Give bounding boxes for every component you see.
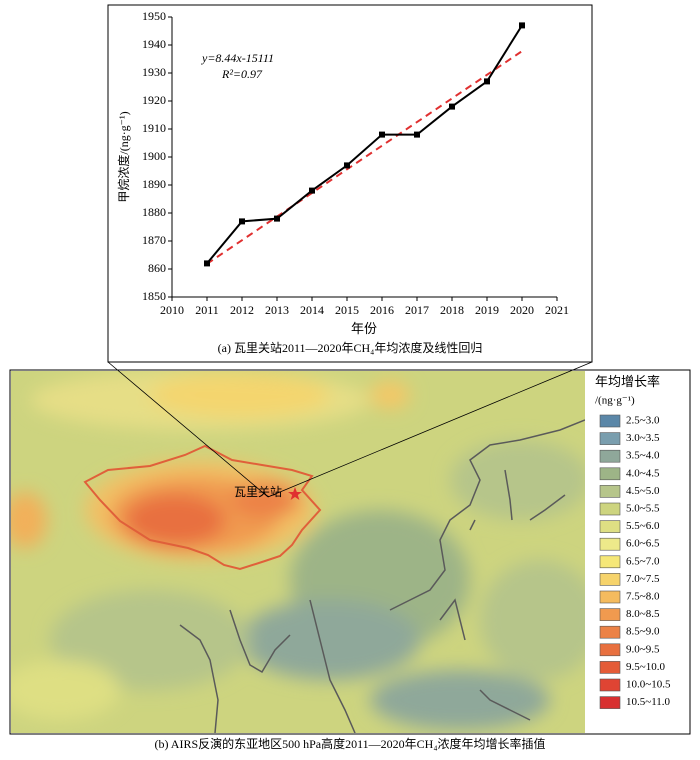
legend-swatch [599,520,621,533]
legend-swatch [599,502,621,516]
legend-label: 8.5~9.0 [626,626,660,638]
data-point [309,187,315,194]
y-tick-label: 1920 [142,93,166,107]
x-tick-label: 2016 [370,303,394,317]
legend-unit: /(ng·g⁻¹) [595,395,635,407]
connector [267,361,593,498]
r2-label: R²=0.97 [221,67,263,81]
legend-label: 4.0~4.5 [626,467,660,479]
legend-title: 年均增长率 [595,374,660,389]
x-tick-label: 2015 [335,303,359,317]
station-marker [288,487,302,500]
x-tick-label: 2018 [440,303,464,317]
legend-swatch [599,449,621,463]
x-tick-label: 2014 [300,303,324,317]
legend-label: 7.5~8.0 [626,591,660,603]
data-point [379,131,385,138]
legend-label: 10.0~10.5 [626,679,671,691]
chart-frame [107,4,593,363]
legend-swatch [599,414,621,428]
legend-label: 3.5~4.0 [626,450,660,462]
y-tick-label: 1870 [142,233,166,247]
legend-label: 9.5~10.0 [626,661,665,673]
y-tick-label: 1950 [142,9,166,23]
legend-swatch [599,537,621,551]
legend-swatch [599,573,621,586]
x-tick-label: 2013 [265,303,289,317]
legend-label: 10.5~11.0 [626,696,671,708]
y-tick-label: 1910 [142,121,166,135]
legend-swatch [599,643,621,657]
legend-label: 5.0~5.5 [626,503,660,515]
data-line [206,24,523,265]
x-tick-label: 2012 [230,303,254,317]
legend-label: 7.0~7.5 [626,573,660,585]
map-field [11,371,585,730]
connector [107,361,269,498]
data-point [519,22,525,29]
map: 瓦里关站 [11,371,585,733]
station-label: 瓦里关站 [234,485,282,499]
legend-swatch [599,590,621,604]
x-axis-label: 年份 [351,321,377,336]
trendline [206,50,523,265]
legend-swatch [599,467,621,481]
legend-label: 8.0~8.5 [626,608,660,620]
legend-label: 9.0~9.5 [626,643,660,655]
y-axis-label: 甲烷浓度/(ng·g⁻¹) [116,111,131,202]
legend-label: 4.5~5.0 [626,485,660,497]
legend-swatch [599,678,621,692]
data-point [449,103,455,110]
x-tick-label: 2020 [510,303,534,317]
x-tick-label: 2010 [160,303,184,317]
legend: 2.5~3.0 3.0~3.5 3.5~4.0 4.0~4.5 4.5~5.0 5.0~5… [599,414,671,709]
data-point [274,215,280,222]
legend-swatch [599,696,621,709]
data-point [344,162,350,169]
y-tick-label: 1930 [142,65,166,79]
legend-swatch [599,661,621,674]
legend-swatch [599,625,621,639]
map-caption: (b) AIRS反演的东亚地区500 hPa高度2011—2020年CH₄浓度年… [154,736,545,751]
legend-label: 3.0~3.5 [626,432,660,444]
x-tick-label: 2011 [195,303,219,317]
data-point [239,218,245,225]
y-tick-label: 1940 [142,37,166,51]
coastline [179,419,585,733]
x-tick-label: 2021 [545,303,569,317]
legend-swatch [599,555,621,569]
legend-swatch [599,485,621,498]
chart-caption: (a) 瓦里关站2011—2020年CH₄年均浓度及线性回归 [218,340,483,355]
equation-label: y=8.44x-15111 [201,51,274,65]
legend-label: 5.5~6.0 [626,520,660,532]
legend-label: 2.5~3.0 [626,415,660,427]
y-tick-label: 1890 [142,177,166,191]
legend-label: 6.0~6.5 [626,538,660,550]
y-tick-label: 860 [148,261,166,275]
x-tick-label: 2019 [475,303,499,317]
data-point [484,78,490,85]
region-outline [83,444,322,571]
data-point [204,260,210,267]
y-tick-label: 1900 [142,149,166,163]
legend-label: 6.5~7.0 [626,555,660,567]
legend-swatch [599,432,621,445]
data-point [414,131,420,138]
y-tick-label: 1850 [142,289,166,303]
y-tick-label: 1880 [142,205,166,219]
x-tick-label: 2017 [405,303,429,317]
legend-swatch [599,608,621,621]
